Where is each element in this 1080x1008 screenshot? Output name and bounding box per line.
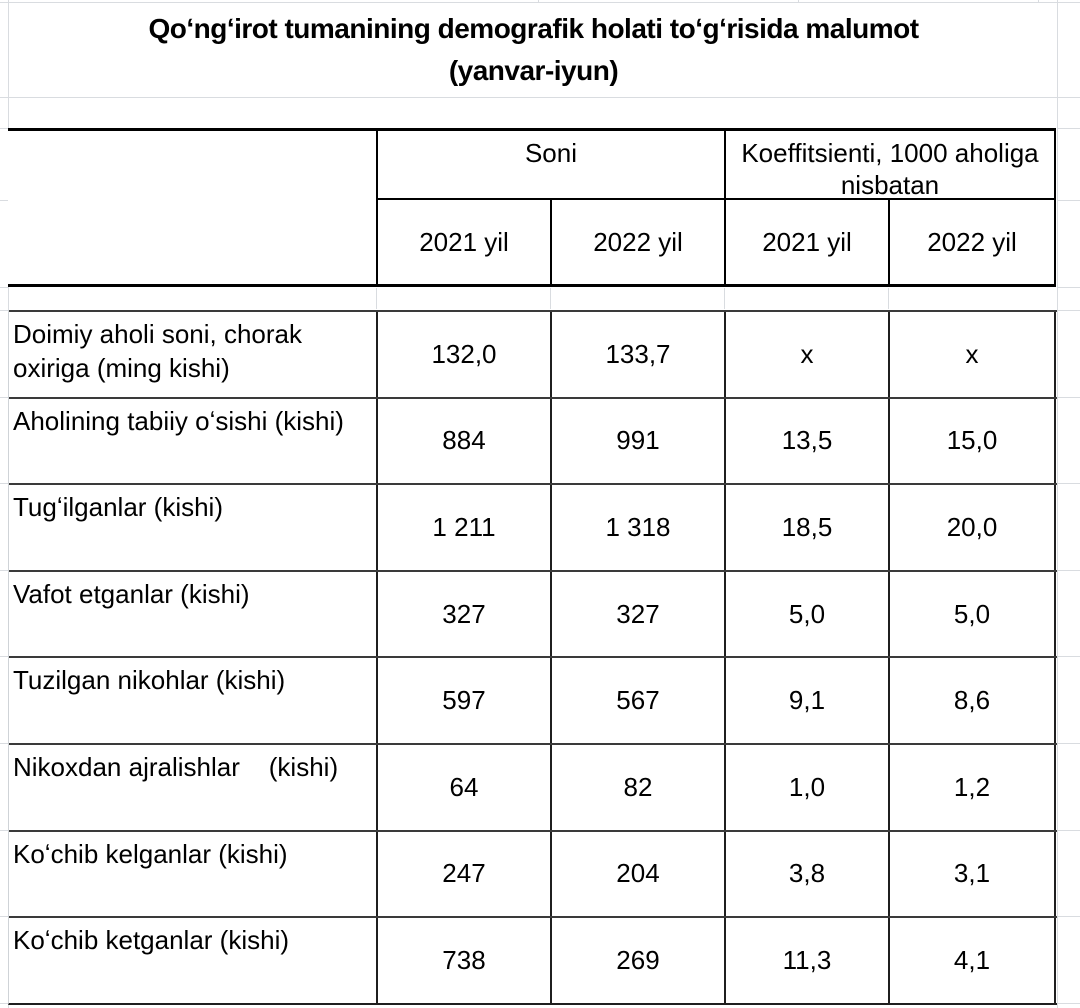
value-cell[interactable]: 204 xyxy=(550,831,724,917)
gridline xyxy=(724,288,725,309)
gridline xyxy=(1058,397,1080,398)
gridline xyxy=(1058,287,1080,288)
gridline xyxy=(1058,310,1080,311)
value-cell[interactable]: 13,5 xyxy=(724,398,888,484)
gridline xyxy=(0,97,1080,98)
gridline xyxy=(0,656,8,657)
value-cell[interactable]: 1 211 xyxy=(376,485,550,570)
gridline xyxy=(0,310,8,311)
value-cell[interactable]: 132,0 xyxy=(376,312,550,397)
gridline xyxy=(1057,0,1058,1008)
value-cell[interactable]: x xyxy=(888,312,1056,397)
gridline xyxy=(550,288,551,309)
value-cell[interactable]: 327 xyxy=(550,571,724,657)
value-cell[interactable]: 991 xyxy=(550,398,724,484)
gridline xyxy=(1058,656,1080,657)
value-cell[interactable]: 3,1 xyxy=(888,831,1056,917)
value-cell[interactable]: 567 xyxy=(550,658,724,743)
value-cell[interactable]: 64 xyxy=(376,744,550,830)
value-cell[interactable]: 11,3 xyxy=(724,918,888,1003)
header-cell-koeffitsient[interactable]: Koeffitsienti, 1000 aholiga nisbatan xyxy=(724,128,1056,200)
table-body: Doimiy aholi soni, chorak oxiriga (ming … xyxy=(8,310,1057,1005)
row-label-cell[interactable]: Koʻchib kelganlar (kishi) xyxy=(13,838,288,869)
table-row: Tuzilgan nikohlar (kishi) 597 567 9,1 8,6 xyxy=(9,656,1057,743)
value-cell[interactable]: 1 318 xyxy=(550,485,724,570)
gridline xyxy=(1058,128,1080,129)
table-row: Koʻchib ketganlar (kishi) 738 269 11,3 4,1 xyxy=(9,916,1057,1003)
value-cell[interactable]: 884 xyxy=(376,398,550,484)
table-row: Doimiy aholi soni, chorak oxiriga (ming … xyxy=(9,310,1057,397)
gridline xyxy=(1058,916,1080,917)
gridline xyxy=(0,570,8,571)
header-cell-year-4[interactable]: 2022 yil xyxy=(888,200,1056,287)
gridline xyxy=(0,1003,8,1004)
value-cell[interactable]: 597 xyxy=(376,658,550,743)
gridline xyxy=(0,916,8,917)
value-cell[interactable]: 82 xyxy=(550,744,724,830)
gridline xyxy=(0,397,8,398)
gridline xyxy=(1058,200,1080,201)
row-label-cell[interactable]: Nikoxdan ajralishlar (kishi) xyxy=(13,751,339,782)
value-cell[interactable]: 5,0 xyxy=(888,571,1056,657)
header-empty-cell[interactable] xyxy=(8,128,376,287)
gridline xyxy=(0,287,8,288)
header-cell-soni[interactable]: Soni xyxy=(376,128,724,200)
gridline xyxy=(376,288,377,309)
value-cell[interactable]: 20,0 xyxy=(888,485,1056,570)
row-label-cell[interactable]: Doimiy aholi soni, chorak oxiriga (ming … xyxy=(13,319,310,383)
table-row: Koʻchib kelganlar (kishi) 247 204 3,8 3,1 xyxy=(9,829,1057,917)
value-cell[interactable]: 1,2 xyxy=(888,744,1056,830)
table-row: Nikoxdan ajralishlar (kishi) 64 82 1,0 1,2 xyxy=(9,742,1057,830)
value-cell[interactable]: x xyxy=(724,312,888,397)
gridline xyxy=(888,288,889,309)
value-cell[interactable]: 5,0 xyxy=(724,571,888,657)
value-cell[interactable]: 15,0 xyxy=(888,398,1056,484)
gridline xyxy=(1058,830,1080,831)
header-cell-year-2[interactable]: 2022 yil xyxy=(550,200,724,287)
gridline xyxy=(1038,0,1039,3)
gridline xyxy=(1058,743,1080,744)
value-cell[interactable]: 4,1 xyxy=(888,918,1056,1003)
value-cell[interactable]: 1,0 xyxy=(724,744,888,830)
table-row: Tugʻilganlar (kishi) 1 211 1 318 18,5 20,0 xyxy=(9,483,1057,570)
row-label-cell[interactable]: Aholining tabiiy oʻsishi (kishi) xyxy=(13,405,344,436)
row-label-cell[interactable]: Vafot etganlar (kishi) xyxy=(13,578,250,609)
gridline xyxy=(798,0,799,3)
page-title-line2: (yanvar-iyun) xyxy=(448,55,619,86)
title-cell[interactable]: Qoʻngʻirot tumanining demografik holati … xyxy=(10,3,1057,97)
value-cell[interactable]: 738 xyxy=(376,918,550,1003)
page-title-line1: Qoʻngʻirot tumanining demografik holati … xyxy=(148,13,919,44)
gridline xyxy=(1058,483,1080,484)
gridline xyxy=(1058,570,1080,571)
gridline xyxy=(0,830,8,831)
value-cell[interactable]: 8,6 xyxy=(888,658,1056,743)
value-cell[interactable]: 269 xyxy=(550,918,724,1003)
table-row: Vafot etganlar (kishi) 327 327 5,0 5,0 xyxy=(9,569,1057,657)
row-label-cell[interactable]: Koʻchib ketganlar (kishi) xyxy=(13,925,290,956)
header-cell-year-3[interactable]: 2021 yil xyxy=(724,200,888,287)
table-row: Aholining tabiiy oʻsishi (kishi) 884 991 13… xyxy=(9,396,1057,484)
gridline xyxy=(0,743,8,744)
gridline xyxy=(0,200,8,201)
value-cell[interactable]: 327 xyxy=(376,571,550,657)
value-cell[interactable]: 3,8 xyxy=(724,831,888,917)
value-cell[interactable]: 9,1 xyxy=(724,658,888,743)
value-cell[interactable]: 133,7 xyxy=(550,312,724,397)
gridline xyxy=(0,483,8,484)
gridline xyxy=(0,2,1080,3)
value-cell[interactable]: 247 xyxy=(376,831,550,917)
header-cell-year-1[interactable]: 2021 yil xyxy=(376,200,550,287)
row-label-cell[interactable]: Tuzilgan nikohlar (kishi) xyxy=(13,665,286,696)
gridline xyxy=(0,128,8,129)
value-cell[interactable]: 18,5 xyxy=(724,485,888,570)
row-label-cell[interactable]: Tugʻilganlar (kishi) xyxy=(13,492,223,523)
table-header: Soni Koeffitsienti, 1000 aholiga nisbata… xyxy=(8,128,1056,287)
gridline xyxy=(538,0,539,3)
gridline xyxy=(1058,1003,1080,1004)
